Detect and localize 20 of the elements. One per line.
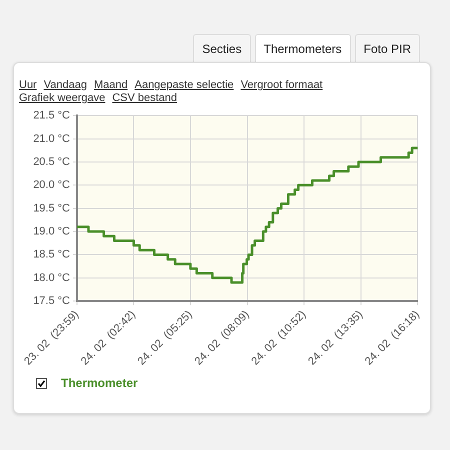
text: Aangepaste selectie (134, 79, 234, 92)
y-tick-label: 18.5 °C (33, 248, 70, 261)
y-tick-label: 21.0 °C (33, 132, 70, 145)
text: Vergroot formaat (240, 79, 323, 92)
y-tick-label: 19.5 °C (33, 202, 70, 214)
text: Secties (193, 34, 251, 63)
text: Thermometers (254, 34, 351, 63)
y-tick-label: 18.0 °C (33, 272, 70, 284)
text: Foto PIR (354, 34, 420, 63)
text: Maand (94, 79, 128, 92)
text: CSV bestand (112, 92, 178, 105)
text: Grafiek weergave (19, 92, 106, 105)
text: Vandaag (44, 79, 87, 92)
y-tick-label: 19.0 °C (33, 226, 70, 238)
y-tick-label: 17.5 °C (33, 295, 70, 308)
text: Thermometer (61, 376, 138, 390)
y-tick-label: 20.5 °C (33, 156, 70, 168)
y-tick-label: 20.0 °C (33, 179, 70, 192)
text: Uur (19, 79, 37, 92)
y-tick-label: 21.5 °C (33, 110, 70, 122)
